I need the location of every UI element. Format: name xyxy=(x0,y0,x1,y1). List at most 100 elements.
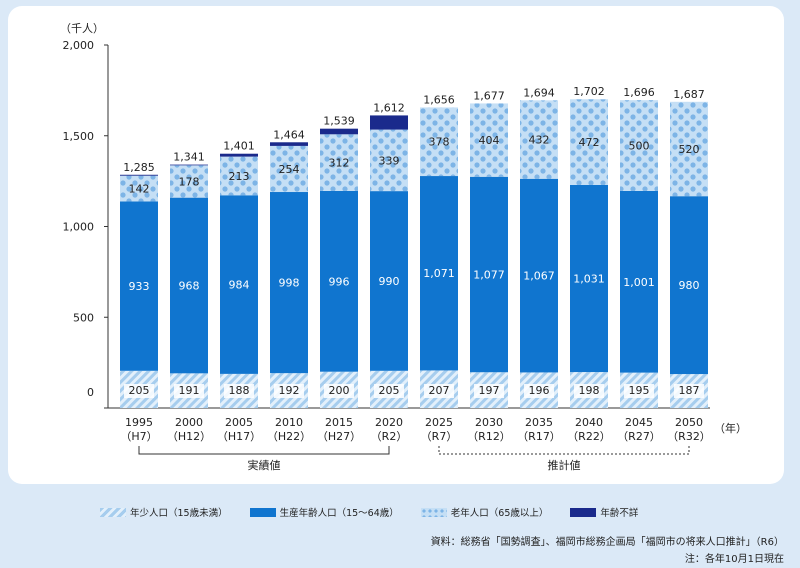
data-label-bg xyxy=(674,384,704,398)
bar-segment-elderly xyxy=(220,156,258,196)
legend-label-elderly: 老年人口（65歳以上） xyxy=(450,508,549,519)
total-label: 1,612 xyxy=(373,101,405,114)
bar-segment-unknown xyxy=(220,153,258,157)
total-label: 1,341 xyxy=(173,151,205,164)
data-label-elderly: 213 xyxy=(229,170,250,183)
legend-item-working: 生産年齢人口（15～64歳） xyxy=(249,505,399,519)
x-tick-label-era: （R32） xyxy=(667,430,711,443)
legend-label-young: 年少人口（15歳未満） xyxy=(130,508,228,519)
x-tick-label-era: （H27） xyxy=(317,430,361,443)
legend-label-unknown: 年齢不詳 xyxy=(600,508,639,519)
x-unit-label: （年） xyxy=(714,421,747,435)
data-label-working: 1,067 xyxy=(523,270,555,283)
footnote: 注：各年10月1日現在 xyxy=(684,554,784,565)
bar-segment-unknown xyxy=(320,128,358,135)
data-label-bg xyxy=(524,384,554,398)
bar-segment-unknown xyxy=(170,164,208,166)
x-tick-label-era: （R27） xyxy=(617,430,661,443)
bar-segment-unknown xyxy=(370,115,408,130)
group-label: 実績値 xyxy=(248,458,281,472)
data-label-elderly: 178 xyxy=(179,175,200,188)
data-label-bg xyxy=(274,384,304,398)
group-bracket xyxy=(138,446,390,455)
x-tick-label-era: （H22） xyxy=(267,430,311,443)
x-tick-label-era: （R2） xyxy=(371,430,408,443)
data-label-young: 200 xyxy=(329,384,350,397)
data-label-working: 1,001 xyxy=(623,276,655,289)
data-label-elderly: 472 xyxy=(579,136,600,149)
bar-segment-unknown xyxy=(120,174,158,176)
data-label-elderly: 142 xyxy=(129,183,150,196)
data-label-bg xyxy=(224,384,254,398)
y-tick-label: 500 xyxy=(73,311,94,324)
data-label-elderly: 404 xyxy=(479,134,500,147)
data-label-working: 1,031 xyxy=(573,272,605,285)
x-tick-label-year: 2015 xyxy=(325,416,353,429)
data-label-elderly: 500 xyxy=(629,140,650,153)
data-label-bg xyxy=(424,384,454,398)
legend-swatch-working xyxy=(249,507,276,517)
bar-segment-working xyxy=(320,190,358,372)
bar-segment-elderly xyxy=(170,165,208,198)
x-tick-label-year: 2030 xyxy=(475,416,503,429)
total-label: 1,401 xyxy=(223,140,255,153)
x-tick-label-era: （H12） xyxy=(167,430,211,443)
data-label-young: 196 xyxy=(529,384,550,397)
legend-item-young: 年少人口（15歳未満） xyxy=(100,505,228,519)
total-label: 1,687 xyxy=(673,88,705,101)
bar-segment-working xyxy=(420,176,458,371)
x-tick-label-era: （R12） xyxy=(467,430,511,443)
legend-swatch-elderly xyxy=(420,507,447,517)
data-label-young: 205 xyxy=(379,384,400,397)
group-bracket xyxy=(438,446,690,455)
data-label-young: 188 xyxy=(229,384,250,397)
bar-segment-working xyxy=(220,195,258,374)
data-label-bg xyxy=(124,384,154,398)
x-tick-label-year: 2045 xyxy=(625,416,653,429)
total-label: 1,694 xyxy=(523,87,555,100)
bar-segment-working xyxy=(570,184,608,373)
x-tick-label-year: 2040 xyxy=(575,416,603,429)
data-label-working: 998 xyxy=(279,277,300,290)
data-label-young: 192 xyxy=(279,384,300,397)
data-label-elderly: 432 xyxy=(529,134,550,147)
data-label-young: 197 xyxy=(479,384,500,397)
total-label: 1,539 xyxy=(323,115,355,128)
data-label-bg xyxy=(624,384,654,398)
y-tick-label: 0 xyxy=(87,386,94,399)
y-tick-label: 2,000 xyxy=(63,39,95,52)
data-label-bg xyxy=(474,384,504,398)
legend: 年少人口（15歳未満） 生産年齢人口（15～64歳） 老年人口（65歳以上） 年… xyxy=(100,504,660,520)
legend-item-unknown: 年齢不詳 xyxy=(570,505,638,519)
legend-label-working: 生産年齢人口（15～64歳） xyxy=(279,508,399,519)
data-label-young: 207 xyxy=(429,384,450,397)
data-label-young: 205 xyxy=(129,384,150,397)
bar-segment-elderly xyxy=(520,100,558,179)
data-label-working: 990 xyxy=(379,275,400,288)
data-label-working: 984 xyxy=(229,279,250,292)
bar-segment-elderly xyxy=(270,145,308,193)
x-tick-label-era: （H7） xyxy=(120,430,157,443)
data-label-working: 980 xyxy=(679,279,700,292)
bar-segment-working xyxy=(470,176,508,373)
bar-segment-working xyxy=(120,201,158,371)
bar-segment-working xyxy=(520,178,558,373)
data-label-elderly: 339 xyxy=(379,154,400,167)
bar-segment-elderly xyxy=(570,99,608,185)
x-tick-label-era: （R17） xyxy=(517,430,561,443)
group-label-bg xyxy=(540,456,588,472)
data-label-elderly: 254 xyxy=(279,163,300,176)
bar-segment-unknown xyxy=(270,142,308,146)
data-label-young: 198 xyxy=(579,384,600,397)
data-label-working: 933 xyxy=(129,280,150,293)
data-label-bg xyxy=(574,384,604,398)
bar-segment-elderly xyxy=(470,103,508,177)
legend-swatch-young xyxy=(100,507,126,517)
data-label-young: 191 xyxy=(179,384,200,397)
y-unit-label: （千人） xyxy=(60,22,104,35)
x-tick-label-year: 2025 xyxy=(425,416,453,429)
x-tick-label-year: 2050 xyxy=(675,416,703,429)
bar-segment-working xyxy=(370,191,408,371)
group-label-bg xyxy=(240,456,288,472)
data-label-bg xyxy=(374,384,404,398)
